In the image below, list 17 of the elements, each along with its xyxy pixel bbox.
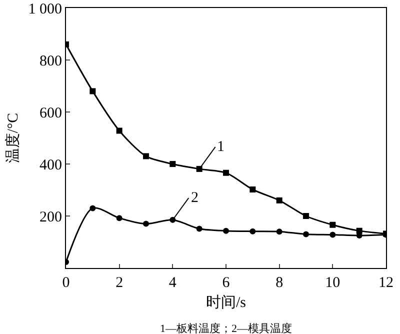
y-tick-label: 600 xyxy=(40,105,62,122)
y-tick-label: 200 xyxy=(40,209,62,226)
x-tick-label: 0 xyxy=(62,275,70,291)
x-tick-label: 4 xyxy=(168,275,177,291)
x-tick-label: 12 xyxy=(378,275,394,291)
annotation: 2 xyxy=(191,190,198,206)
text: 1—板料温度；2—模具温度 xyxy=(160,322,292,334)
x-tick-label: 2 xyxy=(116,275,124,291)
y-tick-label: 400 xyxy=(40,157,62,174)
y-tick-label: 1 000 xyxy=(28,1,62,18)
x-tick-label: 6 xyxy=(222,275,230,291)
x-axis-title: 时间/s xyxy=(206,294,246,311)
y-axis-title: 温度/°C xyxy=(4,112,22,164)
annotation: 1 xyxy=(217,139,224,155)
x-tick-label: 8 xyxy=(276,275,284,291)
y-tick-label: 800 xyxy=(40,53,62,70)
x-tick-label: 10 xyxy=(325,275,340,291)
